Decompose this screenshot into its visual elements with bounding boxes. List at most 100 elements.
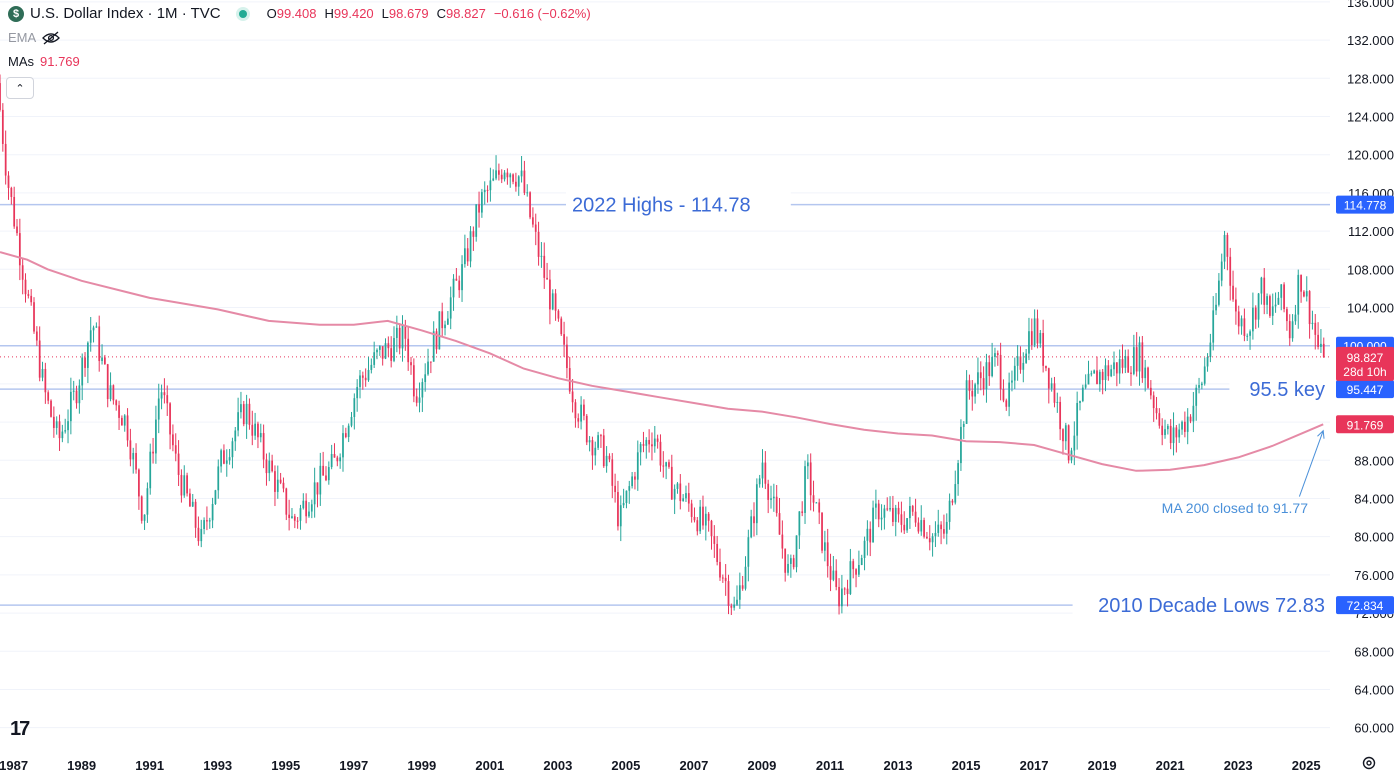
candle (869, 521, 872, 557)
gear-icon[interactable] (1361, 755, 1377, 771)
candle-body (784, 548, 787, 573)
candle (1266, 293, 1268, 315)
candle-body (529, 192, 531, 218)
price-tag-text: 95.447 (1347, 383, 1384, 397)
candle (106, 363, 109, 408)
candle-body (418, 397, 421, 403)
price-axis[interactable]: 60.00064.00068.00072.00076.00080.00084.0… (1336, 0, 1394, 736)
candle-body (727, 581, 730, 606)
candle-body (897, 507, 900, 515)
price-tag-text: 72.834 (1347, 599, 1384, 613)
candle (1263, 268, 1266, 315)
candle-body (455, 278, 458, 281)
candle (639, 442, 642, 466)
symbol-title[interactable]: U.S. Dollar Index · 1M · TVC (30, 5, 221, 22)
candle (568, 356, 571, 394)
candle (492, 169, 495, 182)
candle (668, 459, 670, 469)
candle-body (86, 342, 89, 368)
candle-body (1132, 347, 1135, 374)
candle (245, 394, 248, 439)
candle-body (758, 478, 761, 485)
candle (1115, 362, 1118, 387)
candle (1096, 356, 1098, 385)
candle-body (302, 500, 305, 509)
candle (1104, 358, 1107, 392)
candle-body (523, 170, 526, 193)
candle (636, 440, 639, 491)
candle-body (988, 362, 991, 377)
candle-body (84, 357, 86, 368)
candle (271, 454, 274, 473)
candle-body (1084, 384, 1087, 388)
candle (1169, 419, 1172, 450)
candle-body (186, 475, 188, 494)
candle (724, 564, 727, 596)
candle-body (806, 462, 809, 467)
candle-body (75, 390, 78, 404)
eye-hidden-icon[interactable] (42, 31, 61, 45)
candle (537, 221, 540, 266)
candle-body (775, 496, 778, 514)
candle-body (721, 577, 724, 579)
candle-body (1042, 332, 1045, 366)
candle (948, 493, 951, 530)
mas-indicator-row[interactable]: MAs 91.769 (8, 54, 80, 69)
candle (1141, 335, 1144, 383)
candle (367, 356, 370, 382)
candle (846, 579, 849, 607)
candle (532, 207, 534, 228)
candle (696, 516, 699, 536)
candle (503, 170, 506, 182)
candle (795, 535, 798, 573)
time-axis[interactable]: 1987 1989 1991 1993 1995 1997 1999 2001 2003 2005… (0, 758, 1321, 773)
candle-body (574, 402, 577, 419)
candle-body (591, 440, 594, 456)
candle-body (665, 462, 668, 467)
candle-body (750, 516, 753, 538)
tradingview-logo[interactable]: 17 (10, 718, 30, 741)
candle (1218, 273, 1220, 307)
candle-body (245, 403, 248, 425)
candle-body (608, 455, 611, 460)
market-status-icon[interactable] (238, 9, 247, 18)
candle-body (1305, 291, 1308, 297)
candle-body (492, 178, 495, 181)
candle (435, 328, 438, 354)
price-tick-label: 112.000 (1348, 224, 1394, 239)
candle (466, 238, 469, 266)
time-tick-label: 2007 (679, 758, 708, 773)
candle-body (1030, 331, 1033, 346)
candle-body (676, 483, 679, 489)
candle-body (7, 175, 10, 188)
candle-body (163, 392, 166, 396)
candle-body (1008, 382, 1011, 407)
candle-body (1050, 383, 1053, 389)
candle-body (622, 503, 625, 506)
time-tick-label: 2025 (1292, 758, 1321, 773)
candle (463, 234, 466, 268)
ema-indicator-row[interactable]: EMA (8, 30, 61, 45)
candle (1240, 315, 1243, 335)
collapse-legend-button[interactable]: ⌃ (6, 77, 34, 99)
candle-body (809, 462, 812, 496)
candle-body (421, 382, 424, 398)
candle-body (1062, 429, 1064, 442)
candle-body (427, 361, 429, 375)
arrow-head-icon (1317, 429, 1325, 439)
candle (316, 482, 319, 508)
candle (710, 519, 713, 550)
candle (566, 336, 568, 379)
candle (177, 440, 180, 486)
candle (370, 358, 373, 374)
candle (455, 267, 458, 281)
candle (843, 587, 846, 596)
candle (741, 575, 744, 591)
candle (1203, 357, 1206, 386)
candle (755, 478, 758, 536)
candle-body (1269, 296, 1271, 316)
candle-body (914, 511, 917, 523)
candle-body (291, 516, 293, 518)
